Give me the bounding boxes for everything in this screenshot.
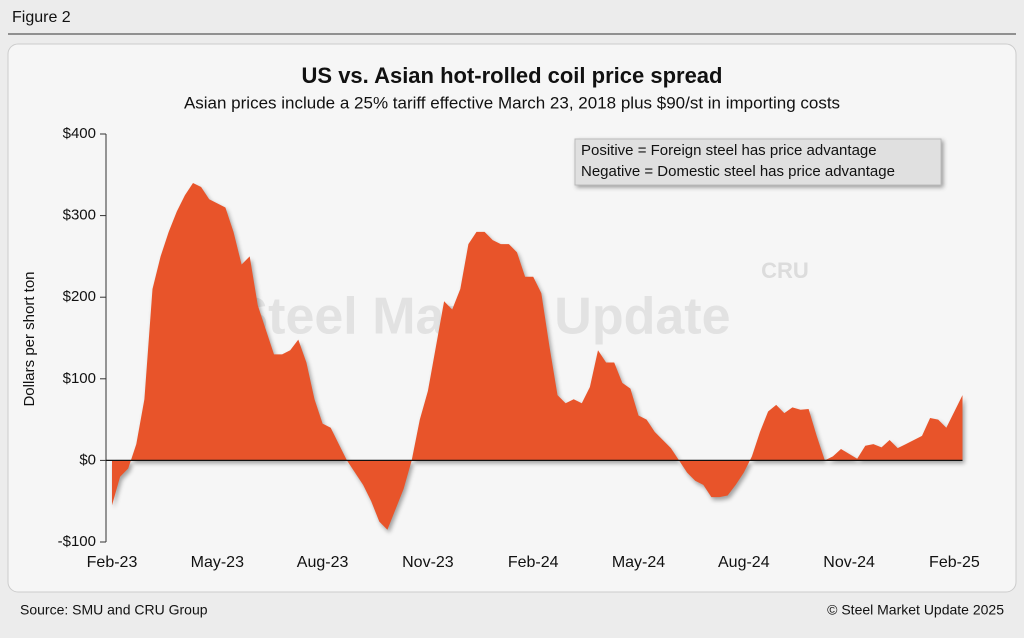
area: [112, 182, 963, 530]
y-tick-label: $200: [63, 288, 96, 305]
y-tick-label: $100: [63, 370, 96, 387]
x-tick-label: Aug-23: [297, 554, 349, 571]
y-axis-label: Dollars per short ton: [21, 271, 38, 406]
x-tick-label: Feb-23: [87, 554, 138, 571]
x-tick-label: Feb-24: [508, 554, 559, 571]
copyright: © Steel Market Update 2025: [827, 602, 1004, 618]
source: Source: SMU and CRU Group: [20, 602, 208, 618]
y-tick-label: $0: [79, 451, 96, 468]
annotation: Negative = Domestic steel has price adva…: [581, 163, 895, 180]
annotation: Positive = Foreign steel has price advan…: [581, 142, 877, 159]
x-tick-label: Feb-25: [929, 554, 980, 571]
chart-subtitle: Asian prices include a 25% tariff effect…: [184, 93, 840, 112]
watermark-logo: CRU: [761, 258, 809, 283]
x-tick-label: Nov-24: [823, 554, 875, 571]
x-tick-label: Nov-23: [402, 554, 454, 571]
annotation-box: [574, 138, 942, 186]
y-tick-label: $300: [63, 207, 96, 224]
chart-title: US vs. Asian hot-rolled coil price sprea…: [302, 63, 723, 88]
y-tick-label: -$100: [58, 533, 96, 550]
x-tick-label: May-24: [612, 554, 665, 571]
x-tick-label: May-23: [191, 554, 244, 571]
x-tick-label: Aug-24: [718, 554, 770, 571]
y-tick-label: $400: [63, 125, 96, 142]
figure-label: Figure 2: [12, 9, 71, 26]
